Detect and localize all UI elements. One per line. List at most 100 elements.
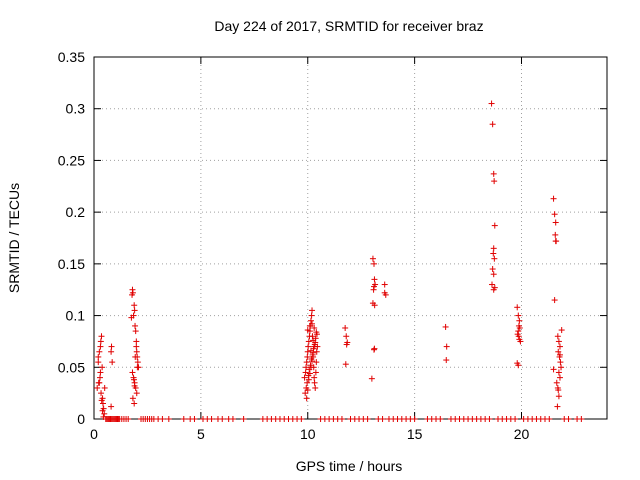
data-point	[411, 416, 418, 422]
data-point	[99, 407, 106, 414]
data-point	[488, 100, 495, 107]
data-point	[99, 364, 106, 371]
y-axis-label: SRMTID / TECUs	[6, 183, 22, 293]
data-point	[99, 400, 106, 407]
data-point	[554, 333, 561, 340]
data-point	[368, 375, 375, 382]
y-tick-label: 0	[77, 411, 85, 427]
data-point	[303, 359, 310, 366]
data-point	[298, 416, 305, 422]
data-point	[97, 343, 104, 350]
data-point	[555, 387, 562, 394]
data-point	[514, 304, 521, 311]
data-point	[371, 260, 378, 267]
data-point	[302, 369, 309, 376]
data-point	[95, 353, 102, 360]
data-point	[240, 416, 247, 422]
data-point	[490, 271, 497, 278]
data-point	[555, 348, 562, 355]
data-point	[229, 416, 236, 422]
data-point	[490, 170, 497, 177]
data-point	[338, 416, 345, 422]
x-tick-label: 10	[300, 426, 316, 442]
data-point	[208, 416, 215, 422]
data-point	[516, 317, 523, 324]
data-point	[129, 289, 136, 296]
data-point	[309, 320, 316, 327]
data-point	[304, 379, 311, 386]
data-point	[550, 366, 557, 373]
data-point	[97, 369, 104, 376]
y-tick-label: 0.3	[66, 101, 86, 117]
data-point	[342, 361, 349, 368]
x-axis: 0 5 10 15 20	[90, 57, 529, 442]
data-point	[551, 211, 558, 218]
data-point	[131, 400, 138, 407]
x-axis-label: GPS time / hours	[296, 458, 403, 474]
data-point	[304, 327, 311, 334]
data-point	[304, 353, 311, 360]
data-point	[165, 416, 172, 422]
data-point	[108, 403, 115, 410]
data-point	[309, 333, 316, 340]
grid	[94, 57, 607, 419]
data-point	[302, 390, 309, 397]
data-point	[312, 384, 319, 391]
x-tick-label: 0	[90, 426, 98, 442]
data-point	[555, 338, 562, 345]
data-point	[133, 338, 140, 345]
data-point	[489, 266, 496, 273]
data-point	[364, 416, 371, 422]
data-point	[558, 364, 565, 371]
data-point	[311, 343, 318, 350]
data-point	[132, 353, 139, 360]
data-point	[343, 333, 350, 340]
data-point	[129, 369, 136, 376]
data-point	[371, 345, 378, 352]
data-point	[515, 328, 522, 335]
data-point	[554, 403, 561, 410]
data-point	[515, 312, 522, 319]
data-point	[129, 395, 136, 402]
data-point	[546, 416, 553, 422]
data-point	[565, 416, 572, 422]
data-point	[191, 416, 198, 422]
data-point	[551, 297, 558, 304]
x-tick-label: 5	[197, 426, 205, 442]
y-tick-label: 0.1	[66, 308, 86, 324]
x-tick-label: 15	[407, 426, 423, 442]
data-point	[130, 376, 137, 383]
data-point	[313, 348, 320, 355]
y-tick-label: 0.25	[58, 152, 85, 168]
y-tick-label: 0.2	[66, 204, 86, 220]
data-point	[303, 395, 310, 402]
data-point	[305, 338, 312, 345]
data-point	[134, 364, 141, 371]
plot-frame	[93, 56, 608, 420]
data-point	[101, 384, 108, 391]
data-point	[304, 387, 311, 394]
data-point	[342, 324, 349, 331]
data-point	[369, 300, 376, 307]
data-point	[344, 339, 351, 346]
data-point	[555, 393, 562, 400]
data-point	[108, 343, 115, 350]
data-point	[305, 343, 312, 350]
data-point	[132, 328, 139, 335]
data-point	[131, 307, 138, 314]
x-tick-label: 20	[514, 426, 530, 442]
data-point	[553, 379, 560, 386]
data-point	[312, 369, 319, 376]
data-point	[132, 322, 139, 329]
data-point	[133, 343, 140, 350]
y-tick-label: 0.35	[58, 49, 85, 65]
data-point	[98, 333, 105, 340]
data-point	[490, 286, 497, 293]
data-point	[311, 324, 318, 331]
data-point	[109, 359, 116, 366]
y-axis: 0 0.05 0.1 0.15 0.2 0.25 0.3 0.35	[58, 49, 607, 427]
data-point	[557, 359, 564, 366]
data-point	[489, 121, 496, 128]
data-point	[517, 338, 524, 345]
data-point	[134, 359, 141, 366]
